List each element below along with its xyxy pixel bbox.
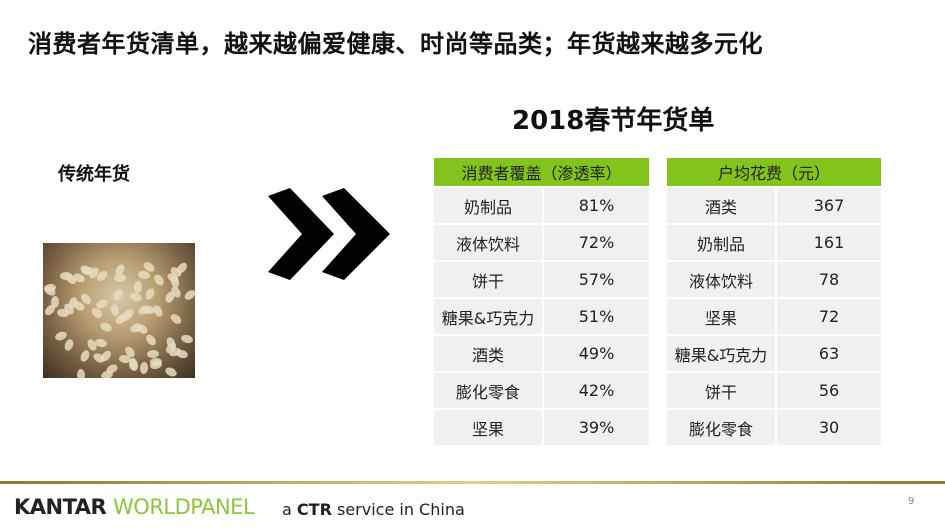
footer-divider [0,481,945,484]
value-cell: 39% [544,410,649,445]
item-cell: 膨化零食 [667,410,775,445]
value-cell: 72% [544,225,649,260]
value-cell: 30 [777,410,881,445]
traditional-goods-label: 传统年货 [58,160,130,186]
table-row: 奶制品 81% [434,188,649,223]
table-row: 液体饮料 78 [667,262,881,297]
slide-title: 消费者年货清单，越来越偏爱健康、时尚等品类；年货越来越多元化 [28,24,763,59]
value-cell: 56 [777,373,881,408]
item-cell: 饼干 [667,373,775,408]
slide-subtitle: 2018春节年货单 [512,100,714,137]
value-cell: 42% [544,373,649,408]
item-cell: 坚果 [434,410,542,445]
table-row: 膨化零食 42% [434,373,649,408]
table-row: 酒类 367 [667,188,881,223]
item-cell: 酒类 [667,188,775,223]
item-cell: 奶制品 [667,225,775,260]
value-cell: 51% [544,299,649,334]
penetration-table: 消费者覆盖（渗透率） 奶制品 81% 液体饮料 72% 饼干 57% 糖果&巧克力 51% 酒类… [432,156,651,447]
value-cell: 63 [777,336,881,371]
table-row: 糖果&巧克力 63 [667,336,881,371]
table-row: 酒类 49% [434,336,649,371]
kantar-logo: KANTAR WORLDPANEL [14,495,254,519]
table-row: 坚果 72 [667,299,881,334]
item-cell: 膨化零食 [434,373,542,408]
table-row: 液体饮料 72% [434,225,649,260]
item-cell: 坚果 [667,299,775,334]
value-cell: 57% [544,262,649,297]
value-cell: 367 [777,188,881,223]
table-row: 膨化零食 30 [667,410,881,445]
item-cell: 糖果&巧克力 [667,336,775,371]
item-cell: 饼干 [434,262,542,297]
item-cell: 酒类 [434,336,542,371]
spend-table: 户均花费（元） 酒类 367 奶制品 161 液体饮料 78 坚果 72 糖果&巧克力 63 饼干 5… [665,156,883,447]
double-chevron-icon [266,188,394,280]
item-cell: 液体饮料 [434,225,542,260]
value-cell: 78 [777,262,881,297]
table-header: 户均花费（元） [667,158,881,186]
value-cell: 72 [777,299,881,334]
value-cell: 161 [777,225,881,260]
table-row: 饼干 56 [667,373,881,408]
item-cell: 糖果&巧克力 [434,299,542,334]
item-cell: 奶制品 [434,188,542,223]
nuts-photo [43,243,195,378]
table-row: 奶制品 161 [667,225,881,260]
value-cell: 49% [544,336,649,371]
table-row: 糖果&巧克力 51% [434,299,649,334]
table-row: 饼干 57% [434,262,649,297]
value-cell: 81% [544,188,649,223]
footer-tagline: a CTR service in China [282,500,465,519]
table-row: 坚果 39% [434,410,649,445]
page-number: 9 [908,496,914,507]
table-header: 消费者覆盖（渗透率） [434,158,649,186]
item-cell: 液体饮料 [667,262,775,297]
